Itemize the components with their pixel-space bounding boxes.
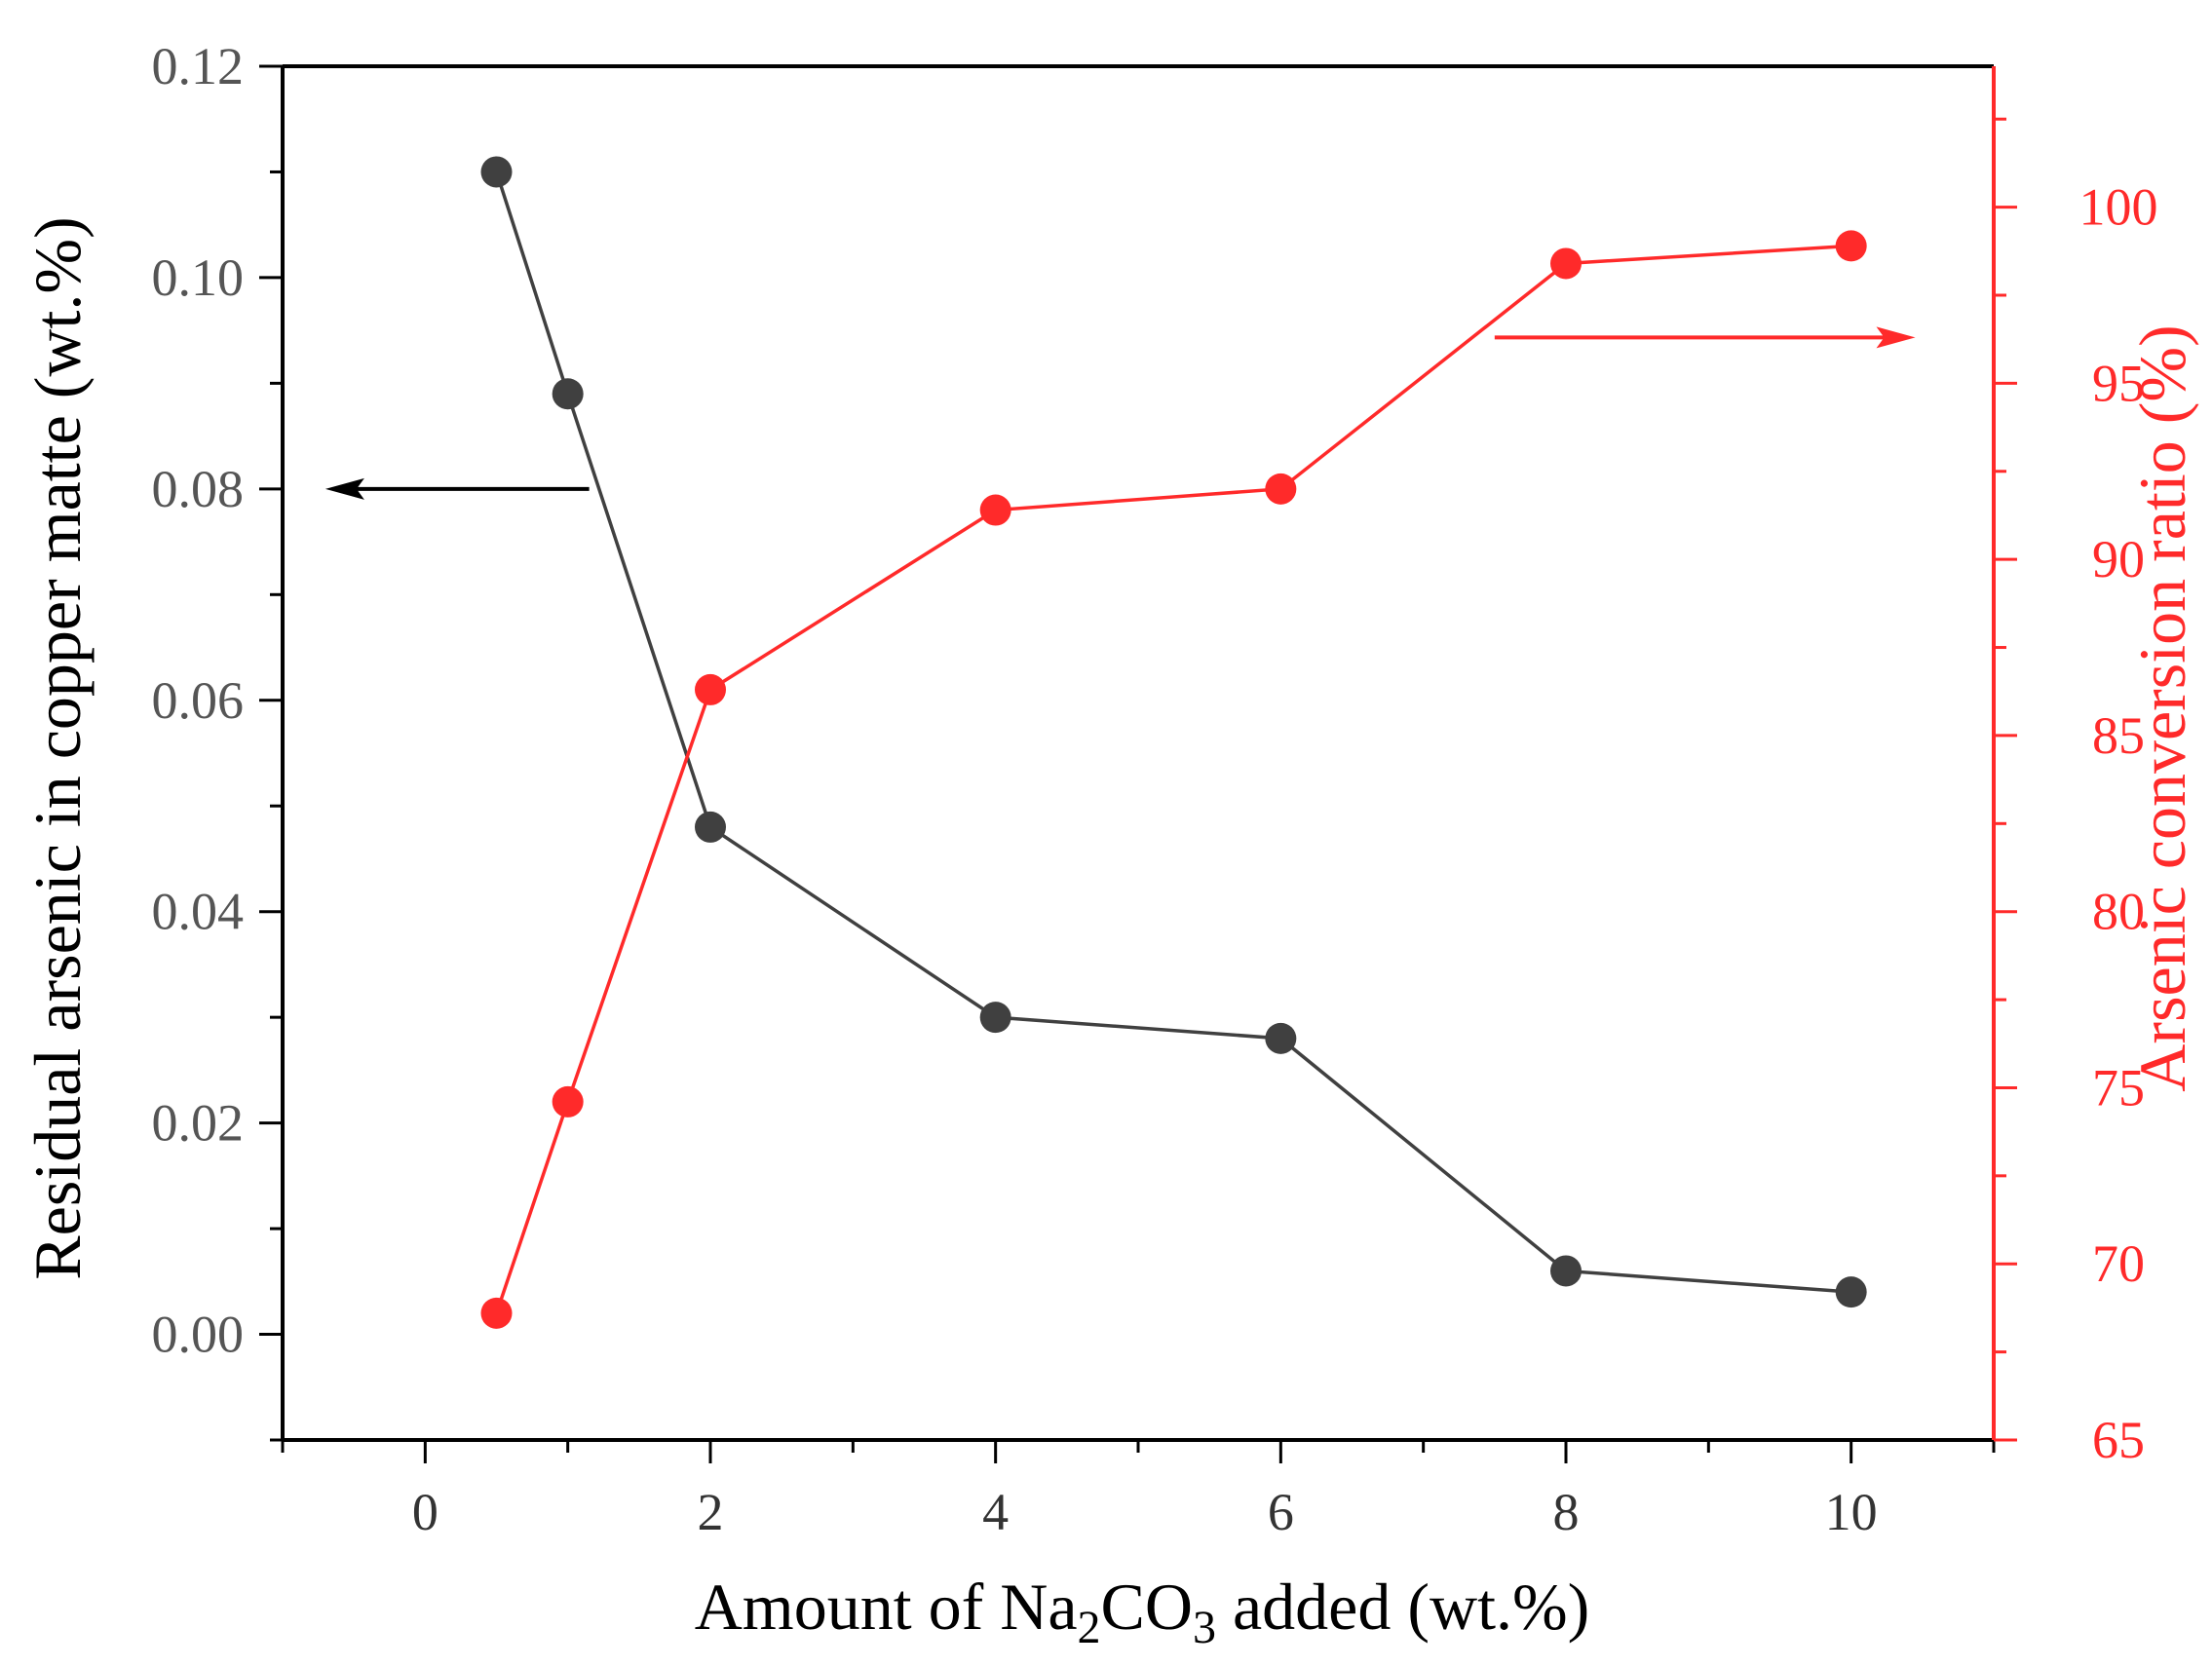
right-y-tick-label: 80 <box>2092 883 2145 941</box>
residual-arsenic-data-point <box>1835 1276 1867 1308</box>
right-y-axis-ticks: 65 70 75 80 85 90 95 100 <box>1994 117 2158 1469</box>
x-axis-title-suffix: added (wt.%) <box>1216 1570 1589 1644</box>
left-y-tick-label: 0.04 <box>152 883 245 941</box>
conversion-ratio-data-point <box>552 1085 584 1118</box>
residual-arsenic-data-point <box>695 811 726 843</box>
left-y-tick-label: 0.10 <box>152 248 245 307</box>
right-y-axis-title: Arsenic conversion ratio (%) <box>2125 324 2199 1091</box>
conversion-ratio-data-point <box>1265 473 1297 505</box>
x-axis-ticks: 0 2 4 6 8 10 <box>281 1440 1996 1541</box>
left-axis-arrow-head <box>324 477 364 500</box>
left-y-axis-title: Residual arsenic in copper matte (wt.%) <box>20 216 95 1279</box>
x-tick-label: 0 <box>412 1483 439 1541</box>
plot-frame <box>281 64 1996 1442</box>
right-y-tick-label: 95 <box>2092 354 2145 412</box>
conversion-ratio-data-point <box>695 673 726 705</box>
residual-arsenic-series-line <box>494 170 1851 1294</box>
x-axis-title-middle: CO <box>1101 1570 1193 1644</box>
conversion-ratio-data-point <box>1550 247 1582 280</box>
residual-arsenic-data-point <box>552 378 584 410</box>
right-y-tick-label: 75 <box>2092 1058 2145 1117</box>
left-y-tick-label: 0.00 <box>152 1306 245 1364</box>
right-y-tick-label: 70 <box>2092 1234 2145 1293</box>
x-axis-title-subscript-2: 3 <box>1193 1602 1216 1653</box>
left-y-tick-label: 0.06 <box>152 671 245 730</box>
left-y-tick-label: 0.12 <box>152 37 245 95</box>
x-tick-label: 8 <box>1553 1483 1580 1541</box>
left-y-tick-label: 0.08 <box>152 460 245 518</box>
x-axis-title: Amount of Na2CO3 added (wt.%) <box>695 1570 1590 1653</box>
left-y-axis-ticks: 0.00 0.02 0.04 0.06 0.08 0.10 0.12 <box>152 37 283 1442</box>
residual-arsenic-data-point <box>979 1002 1011 1034</box>
residual-arsenic-data-point <box>1550 1255 1582 1287</box>
conversion-ratio-data-point <box>480 1297 513 1329</box>
x-axis-title-prefix: Amount of Na <box>695 1570 1078 1644</box>
residual-arsenic-data-point <box>1265 1022 1297 1054</box>
conversion-ratio-series-line <box>494 244 1851 1314</box>
conversion-ratio-data-point <box>1835 230 1867 262</box>
x-tick-label: 2 <box>698 1483 724 1541</box>
x-axis-title-subscript-1: 2 <box>1078 1602 1101 1653</box>
right-y-tick-label: 85 <box>2092 706 2145 765</box>
right-axis-arrow-head <box>1876 326 1916 349</box>
x-tick-label: 10 <box>1825 1483 1878 1541</box>
x-tick-label: 4 <box>982 1483 1009 1541</box>
axis-arrows <box>324 326 1916 500</box>
data-series <box>480 156 1867 1329</box>
x-tick-label: 6 <box>1268 1483 1294 1541</box>
residual-arsenic-data-point <box>480 156 513 188</box>
conversion-ratio-data-point <box>979 494 1011 526</box>
right-y-tick-label: 90 <box>2092 530 2145 588</box>
right-y-tick-label: 65 <box>2092 1411 2145 1469</box>
left-y-tick-label: 0.02 <box>152 1094 245 1153</box>
right-y-tick-label: 100 <box>2079 178 2158 237</box>
